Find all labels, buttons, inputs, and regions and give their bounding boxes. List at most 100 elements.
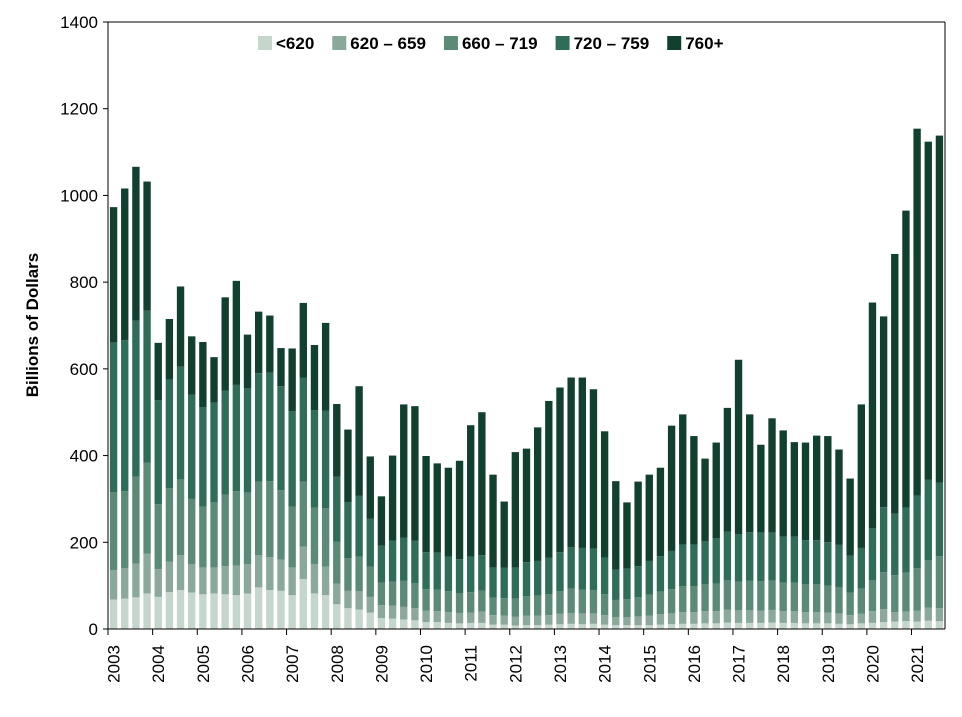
bar-stack-2012Q3 <box>533 427 542 629</box>
bar-stack-2010Q4 <box>455 460 464 629</box>
bar-segment-2012Q4-s1 <box>545 615 553 625</box>
bar-segment-2003Q4-s4 <box>143 181 151 311</box>
bar-segment-2003Q4-s0 <box>143 593 151 629</box>
bar-segment-2003Q2-s3 <box>121 340 129 492</box>
bar-segment-2015Q2-s0 <box>656 624 665 629</box>
bar-stack-2014Q3 <box>623 502 631 629</box>
bar-stack-2003Q2 <box>121 188 129 629</box>
y-tick-label: 400 <box>70 447 98 466</box>
bar-segment-2021Q1-s3 <box>913 495 921 569</box>
bar-stack-2016Q1 <box>690 436 698 629</box>
bar-segment-2011Q2-s4 <box>478 412 486 556</box>
bar-segment-2010Q3-s0 <box>444 622 453 629</box>
bar-segment-2007Q1-s4 <box>288 348 296 412</box>
bar-stack-2020Q1 <box>868 302 877 629</box>
bar-segment-2004Q3-s0 <box>176 589 185 629</box>
bar-segment-2017Q1-s4 <box>734 359 743 535</box>
bar-segment-2006Q2-s0 <box>254 587 263 629</box>
bar-segment-2021Q1-s0 <box>913 621 921 629</box>
bar-segment-2006Q1-s1 <box>243 563 252 594</box>
bar-segment-2021Q3-s2 <box>935 556 944 609</box>
bar-segment-2003Q1-s1 <box>109 570 118 600</box>
bar-segment-2010Q3-s1 <box>444 612 453 623</box>
bar-stack-2013Q1 <box>556 387 564 629</box>
bar-stack-2011Q2 <box>478 412 486 629</box>
bar-segment-2009Q1-s4 <box>377 496 386 546</box>
bar-segment-2011Q4-s0 <box>500 624 508 629</box>
x-tick-label: 2009 <box>372 645 391 683</box>
bar-segment-2012Q1-s2 <box>511 598 520 617</box>
bar-segment-2010Q4-s3 <box>455 559 464 594</box>
bar-segment-2003Q3-s1 <box>132 563 140 598</box>
bar-segment-2009Q2-s4 <box>388 455 397 541</box>
bar-segment-2019Q2-s3 <box>835 544 843 588</box>
bar-segment-2014Q3-s0 <box>623 625 631 629</box>
bar-segment-2007Q2-s0 <box>299 579 307 629</box>
bar-segment-2006Q3-s1 <box>266 557 274 590</box>
bar-segment-2018Q4-s0 <box>812 623 821 629</box>
bar-stack-2004Q4 <box>188 336 196 629</box>
bar-segment-2012Q2-s1 <box>522 615 531 626</box>
bar-segment-2016Q2-s3 <box>701 540 709 585</box>
bar-segment-2011Q4-s1 <box>500 615 508 625</box>
bar-segment-2008Q2-s1 <box>344 590 352 609</box>
bar-segment-2019Q4-s4 <box>857 404 865 548</box>
bar-segment-2006Q4-s4 <box>277 348 285 387</box>
bar-segment-2009Q1-s0 <box>377 618 386 629</box>
bar-segment-2007Q3-s1 <box>310 563 319 594</box>
bar-segment-2003Q4-s3 <box>143 310 151 463</box>
bar-segment-2017Q3-s4 <box>757 444 765 533</box>
bar-segment-2019Q3-s2 <box>846 592 854 616</box>
bar-segment-2004Q1-s0 <box>154 596 162 629</box>
bar-segment-2007Q1-s0 <box>288 595 296 629</box>
bar-segment-2015Q1-s2 <box>645 594 653 616</box>
bar-segment-2014Q4-s1 <box>634 616 642 626</box>
bar-segment-2014Q1-s2 <box>600 594 609 616</box>
bar-stack-2005Q2 <box>210 357 218 629</box>
bar-segment-2009Q2-s2 <box>388 581 397 606</box>
bar-segment-2007Q3-s4 <box>310 345 319 411</box>
bar-stack-2020Q3 <box>891 253 899 629</box>
bar-segment-2005Q3-s1 <box>221 566 229 595</box>
bar-segment-2019Q4-s2 <box>857 588 865 614</box>
bar-stack-2009Q3 <box>400 404 408 629</box>
bar-segment-2017Q3-s2 <box>757 581 765 611</box>
bar-segment-2020Q1-s1 <box>868 611 877 623</box>
bar-segment-2006Q4-s0 <box>277 590 285 629</box>
bar-segment-2019Q1-s1 <box>824 612 832 624</box>
bar-segment-2007Q4-s0 <box>321 595 330 629</box>
bar-stack-2009Q2 <box>388 455 397 629</box>
bar-stack-2013Q4 <box>589 389 598 629</box>
bar-segment-2020Q2-s3 <box>879 507 888 573</box>
bar-segment-2012Q2-s0 <box>522 625 531 629</box>
bar-segment-2012Q3-s3 <box>533 560 542 596</box>
bar-stack-2003Q3 <box>132 166 140 629</box>
bar-segment-2019Q3-s1 <box>846 615 854 625</box>
bar-segment-2016Q2-s1 <box>701 611 709 624</box>
bar-segment-2017Q3-s3 <box>757 532 765 582</box>
bar-segment-2019Q1-s3 <box>824 542 832 586</box>
bar-segment-2018Q2-s0 <box>790 622 799 629</box>
x-tick-label: 2012 <box>506 645 525 683</box>
bar-stack-2021Q2 <box>924 141 932 629</box>
bar-segment-2005Q1-s2 <box>199 506 207 568</box>
x-tick-label: 2005 <box>194 645 213 683</box>
bar-segment-2019Q2-s1 <box>835 613 843 624</box>
legend-swatch-s0 <box>258 36 272 50</box>
bar-stack-2004Q2 <box>165 319 174 629</box>
bar-stack-2006Q3 <box>266 315 274 629</box>
bar-segment-2021Q3-s3 <box>935 482 944 557</box>
bar-segment-2007Q2-s4 <box>299 302 307 378</box>
bar-segment-2008Q4-s0 <box>366 612 374 629</box>
bar-segment-2013Q2-s0 <box>567 623 575 629</box>
bar-stack-2007Q3 <box>310 345 319 629</box>
bar-segment-2010Q4-s1 <box>455 612 464 624</box>
bar-stack-2019Q4 <box>857 404 865 629</box>
bar-segment-2015Q3-s4 <box>667 425 676 551</box>
bar-segment-2006Q2-s3 <box>254 373 263 482</box>
bar-segment-2010Q3-s4 <box>444 467 453 557</box>
x-tick-labels: 2003 2004 2005 2006 2007 2008 2009 2010 2011 2012… <box>105 629 927 683</box>
bar-stack-2015Q1 <box>645 474 653 629</box>
bar-segment-2010Q4-s0 <box>455 623 464 629</box>
bar-segment-2013Q1-s1 <box>556 613 564 625</box>
